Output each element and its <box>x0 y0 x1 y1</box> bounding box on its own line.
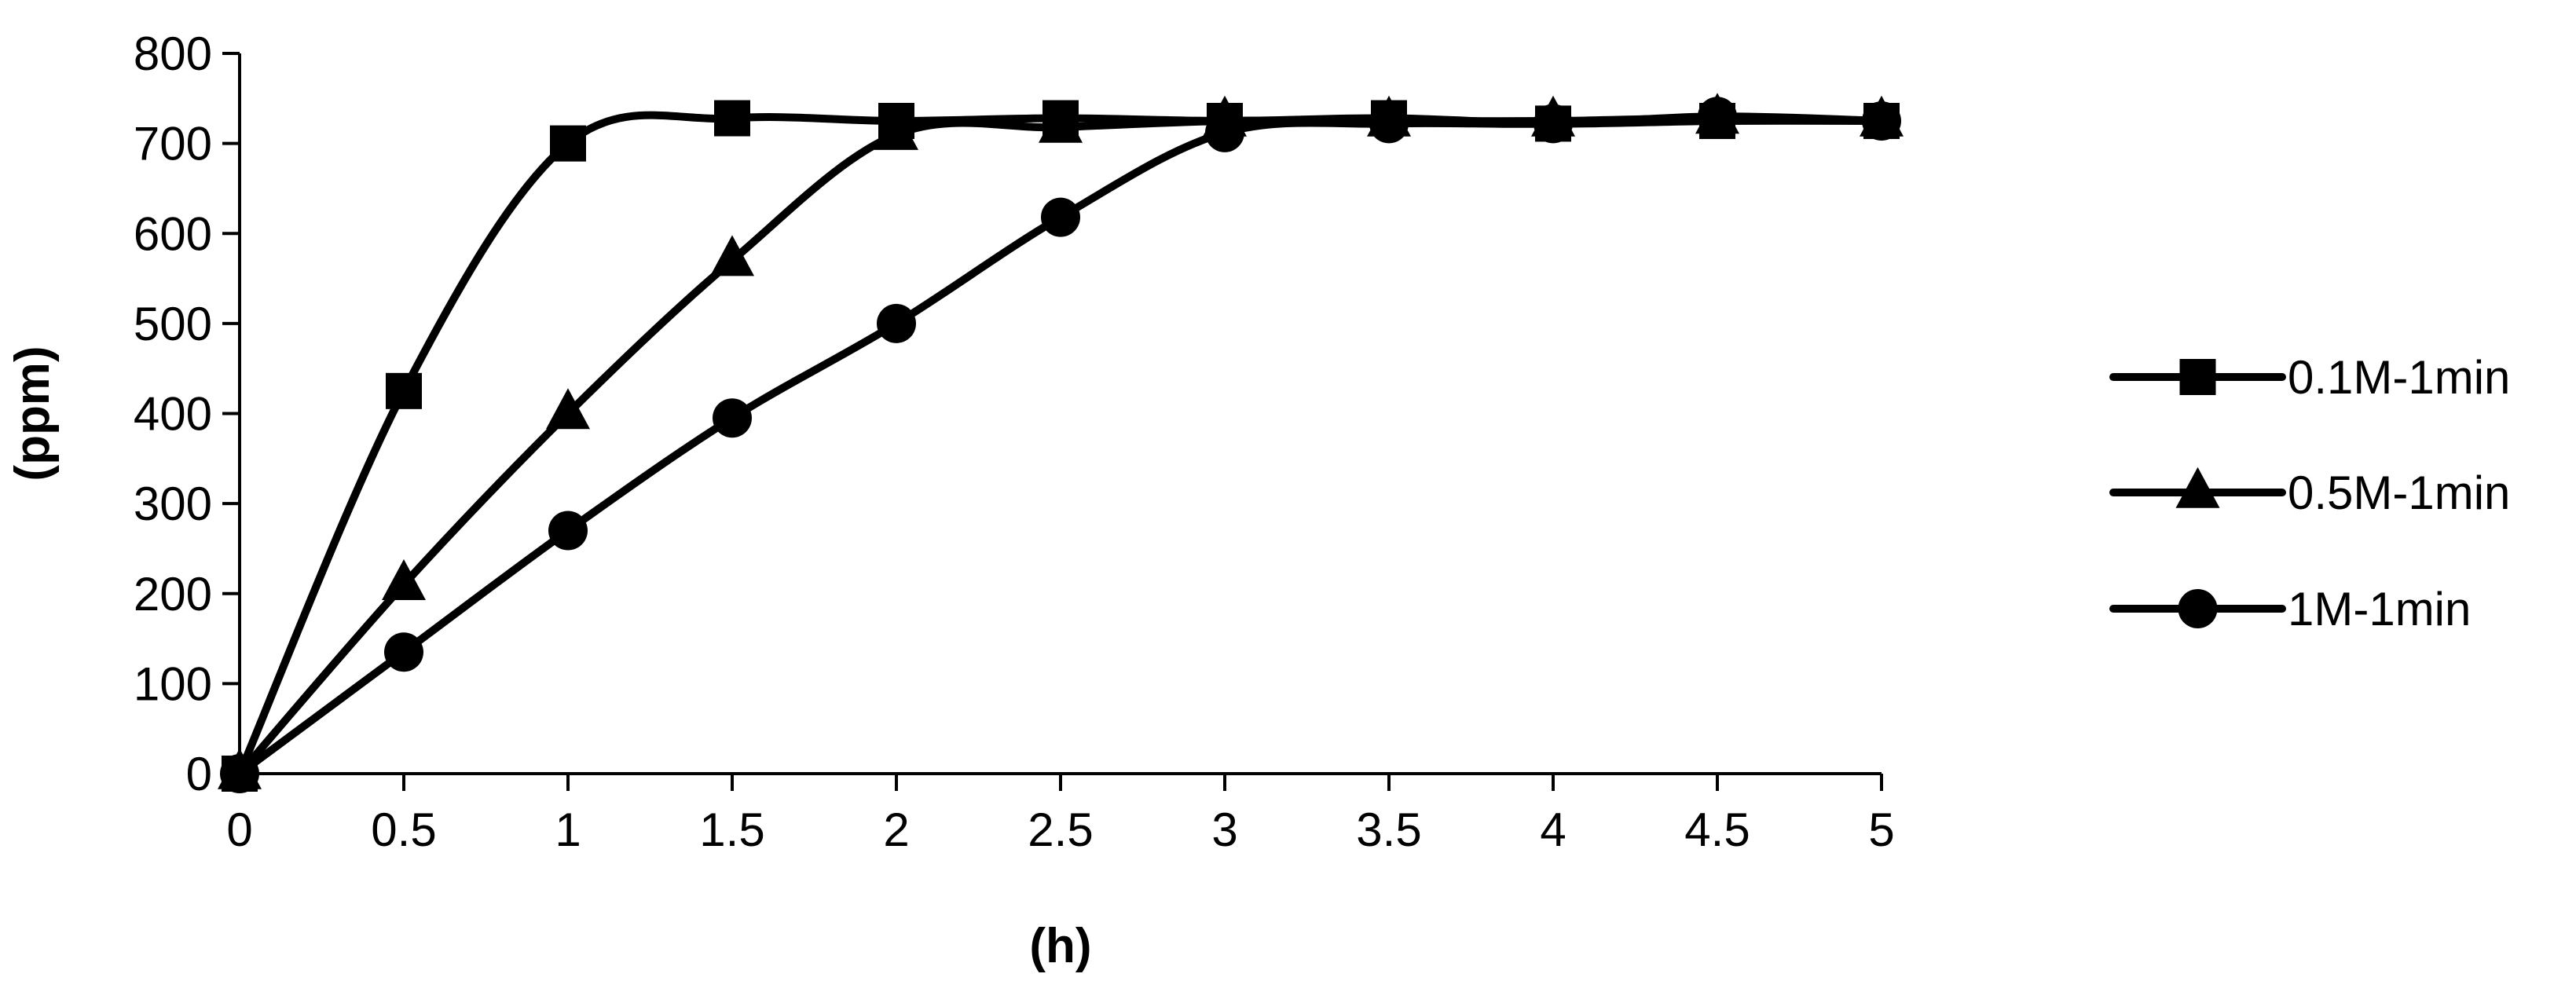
y-tick-label: 0 <box>186 748 212 800</box>
legend-item: 0.1M-1min <box>2109 351 2510 404</box>
legend-marker <box>2175 467 2220 508</box>
y-axis-title: (ppm) <box>5 346 60 481</box>
y-tick-label: 500 <box>134 298 212 350</box>
data-point <box>710 235 754 276</box>
series-triangle <box>218 93 1904 789</box>
data-point <box>1205 112 1244 152</box>
data-point <box>546 388 590 430</box>
data-point <box>877 303 916 343</box>
data-point <box>220 754 259 793</box>
legend-label: 0.1M-1min <box>2288 351 2510 404</box>
x-tick-label: 3.5 <box>1356 803 1421 856</box>
data-point <box>713 398 752 438</box>
legend-marker <box>2178 589 2218 628</box>
x-tick-label: 3 <box>1211 803 1237 856</box>
data-point <box>874 108 918 150</box>
data-point <box>386 372 422 409</box>
x-tick-label: 1.5 <box>699 803 764 856</box>
y-tick-label: 600 <box>134 207 212 260</box>
data-point <box>550 125 586 162</box>
data-point <box>1369 104 1409 144</box>
data-point <box>382 559 426 601</box>
y-tick-label: 700 <box>134 118 212 170</box>
data-point <box>548 511 588 551</box>
series-line <box>236 112 1885 778</box>
y-tick-label: 200 <box>134 568 212 620</box>
axes: 0 100 200 300 400 500 600 700 800 0 0.5 1 1.5 2 2.5 3 3.… <box>134 27 1895 856</box>
data-point <box>714 100 750 137</box>
x-tick-label: 0 <box>226 803 252 856</box>
x-axis-title: (h) <box>1029 919 1091 973</box>
y-tick-label: 400 <box>134 388 212 441</box>
data-point <box>384 632 423 672</box>
y-tick-label: 300 <box>134 478 212 530</box>
x-tick-label: 4 <box>1540 803 1566 856</box>
data-point <box>1698 97 1737 137</box>
legend-item: 1M-1min <box>2109 583 2471 635</box>
legend-marker <box>2179 359 2216 395</box>
x-tick-label: 2.5 <box>1028 803 1093 856</box>
x-tick-label: 1 <box>555 803 581 856</box>
series-layer <box>218 93 1904 793</box>
y-tick-label: 100 <box>134 657 212 710</box>
x-tick-label: 4.5 <box>1684 803 1750 856</box>
data-point <box>1039 101 1083 143</box>
series-circle <box>220 97 1901 793</box>
x-tick-label: 0.5 <box>371 803 436 856</box>
legend-label: 0.5M-1min <box>2288 467 2510 519</box>
legend-item: 0.5M-1min <box>2109 467 2510 519</box>
data-point <box>1862 101 1901 141</box>
legend-label: 1M-1min <box>2288 583 2471 635</box>
legend: 0.1M-1min 0.5M-1min 1M-1min <box>2109 351 2510 635</box>
x-tick-label: 2 <box>883 803 909 856</box>
data-point <box>1041 197 1080 237</box>
x-tick-label: 5 <box>1868 803 1894 856</box>
data-point <box>1534 104 1573 144</box>
y-tick-label: 800 <box>134 27 212 80</box>
